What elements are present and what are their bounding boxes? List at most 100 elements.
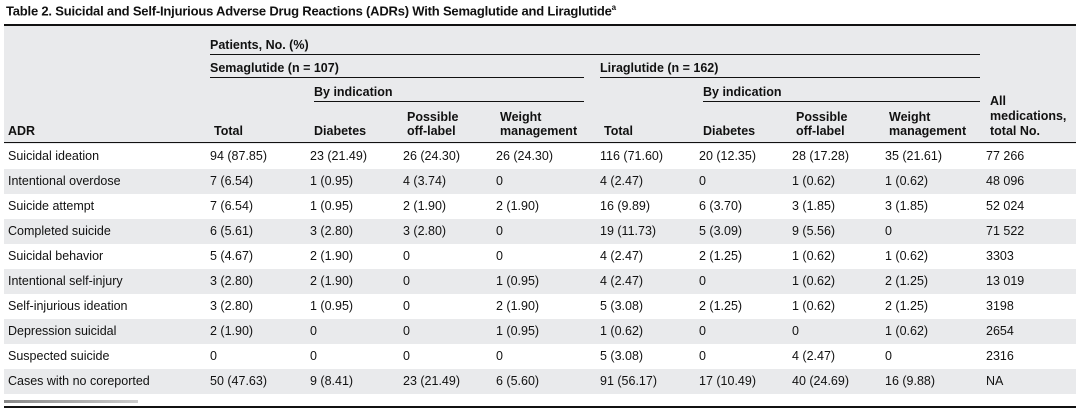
sema-diabetes-cell: 1 (0.95) [310, 199, 354, 213]
sema-offlabel-cell: 0 [403, 349, 410, 363]
sema-total-header: Total [214, 124, 243, 138]
sema-diabetes-cell: 1 (0.95) [310, 174, 354, 188]
lira-offlabel-cell: 0 [792, 324, 799, 338]
sema-total-cell: 50 (47.63) [210, 374, 267, 388]
adr-cell: Cases with no coreported [8, 374, 150, 388]
sema-diabetes-cell: 3 (2.80) [310, 224, 354, 238]
sema-offlabel-cell: 3 (2.80) [403, 224, 447, 238]
lira-diabetes-cell: 20 (12.35) [699, 149, 756, 163]
all-medications-header-line1: All [990, 94, 1006, 108]
adr-cell: Suspected suicide [8, 349, 110, 363]
lira-diabetes-header: Diabetes [703, 124, 756, 138]
sema-weight-cell: 6 (5.60) [496, 374, 540, 388]
lira-total-header: Total [604, 124, 633, 138]
sema-diabetes-cell: 9 (8.41) [310, 374, 354, 388]
sema-total-cell: 7 (6.54) [210, 174, 254, 188]
all-medications-cell: NA [986, 374, 1004, 388]
sema-offlabel-cell: 0 [403, 249, 410, 263]
sema-total-cell: 94 (87.85) [210, 149, 267, 163]
lira-total-cell: 116 (71.60) [600, 149, 664, 163]
lira-diabetes-cell: 2 (1.25) [699, 299, 743, 313]
lira-offlabel-cell: 28 (17.28) [792, 149, 849, 163]
lira-offlabel-cell: 1 (0.62) [792, 174, 836, 188]
sema-total-cell: 7 (6.54) [210, 199, 254, 213]
by-indication-sema-header: By indication [314, 85, 393, 99]
lira-weight-header-line1: Weight [889, 110, 931, 124]
lira-weight-cell: 1 (0.62) [885, 249, 929, 263]
lira-diabetes-cell: 2 (1.25) [699, 249, 743, 263]
lira-weight-cell: 2 (1.25) [885, 274, 929, 288]
lira-offlabel-cell: 9 (5.56) [792, 224, 836, 238]
sema-offlabel-cell: 0 [403, 299, 410, 313]
sema-total-cell: 5 (4.67) [210, 249, 254, 263]
lira-offlabel-cell: 1 (0.62) [792, 274, 836, 288]
liraglutide-rule [600, 77, 980, 78]
by-indication-sema-rule [314, 101, 584, 102]
lira-total-cell: 19 (11.73) [600, 224, 657, 238]
all-medications-cell: 2654 [986, 324, 1014, 338]
by-indication-lira-header: By indication [703, 85, 782, 99]
lira-total-cell: 16 (9.89) [600, 199, 651, 213]
sema-diabetes-header: Diabetes [314, 124, 367, 138]
table-header: Patients, No. (%) Semaglutide (n = 107) … [4, 26, 1076, 144]
table-row: Cases with no coreported 50 (47.63) 9 (8.4… [4, 369, 1076, 394]
table-row: Suspected suicide 0 0 0 0 5 (3.08) 0 4 (2.47) 0 2… [4, 344, 1076, 369]
sema-offlabel-cell: 26 (24.30) [403, 149, 460, 163]
table-row: Intentional overdose 7 (6.54) 1 (0.95) 4 (3… [4, 169, 1076, 194]
lira-offlabel-cell: 40 (24.69) [792, 374, 849, 388]
sema-diabetes-cell: 0 [310, 324, 317, 338]
adr-cell: Self-injurious ideation [8, 299, 128, 313]
sema-weight-cell: 2 (1.90) [496, 199, 540, 213]
lira-offlabel-cell: 1 (0.62) [792, 249, 836, 263]
all-medications-cell: 3198 [986, 299, 1014, 313]
all-medications-header-line2: medications, [990, 109, 1067, 123]
sema-offlabel-header-line2: off-label [407, 124, 456, 138]
lira-total-cell: 5 (3.08) [600, 299, 644, 313]
sema-total-cell: 3 (2.80) [210, 274, 254, 288]
table-title-text: Table 2. Suicidal and Self-Injurious Adv… [6, 3, 612, 19]
sema-offlabel-header-line1: Possible [407, 110, 459, 124]
lira-offlabel-cell: 3 (1.85) [792, 199, 836, 213]
table-title: Table 2. Suicidal and Self-Injurious Adv… [6, 3, 616, 18]
all-medications-cell: 48 096 [986, 174, 1025, 188]
sema-weight-cell: 1 (0.95) [496, 274, 540, 288]
sema-total-cell: 0 [210, 349, 217, 363]
sema-offlabel-cell: 0 [403, 324, 410, 338]
lira-offlabel-header-line2: off-label [796, 124, 845, 138]
adr-cell: Suicidal behavior [8, 249, 104, 263]
adr-cell: Suicide attempt [8, 199, 95, 213]
sema-diabetes-cell: 0 [310, 349, 317, 363]
title-footnote-marker: a [611, 3, 616, 12]
sema-offlabel-cell: 23 (21.49) [403, 374, 460, 388]
lira-diabetes-cell: 17 (10.49) [699, 374, 756, 388]
liraglutide-header: Liraglutide (n = 162) [600, 61, 719, 75]
patients-header: Patients, No. (%) [210, 38, 309, 52]
all-medications-cell: 2316 [986, 349, 1014, 363]
lira-total-cell: 4 (2.47) [600, 249, 644, 263]
lira-offlabel-cell: 1 (0.62) [792, 299, 836, 313]
lira-total-cell: 1 (0.62) [600, 324, 644, 338]
lira-weight-cell: 0 [885, 349, 892, 363]
all-medications-cell: 3303 [986, 249, 1014, 263]
sema-diabetes-cell: 1 (0.95) [310, 299, 354, 313]
semaglutide-header: Semaglutide (n = 107) [210, 61, 339, 75]
sema-weight-cell: 1 (0.95) [496, 324, 540, 338]
sema-total-cell: 3 (2.80) [210, 299, 254, 313]
data-table: Patients, No. (%) Semaglutide (n = 107) … [4, 24, 1076, 408]
lira-weight-cell: 16 (9.88) [885, 374, 936, 388]
table-row: Depression suicidal 2 (1.90) 0 0 1 (0.95) 1 (… [4, 319, 1076, 344]
table-row: Completed suicide 6 (5.61) 3 (2.80) 3 (2.80… [4, 219, 1076, 244]
lira-total-cell: 4 (2.47) [600, 274, 644, 288]
sema-total-cell: 6 (5.61) [210, 224, 254, 238]
lira-diabetes-cell: 0 [699, 349, 706, 363]
lira-diabetes-cell: 0 [699, 174, 706, 188]
lira-weight-cell: 2 (1.25) [885, 299, 929, 313]
lira-total-cell: 91 (56.17) [600, 374, 657, 388]
patients-rule [210, 54, 980, 55]
lira-diabetes-cell: 6 (3.70) [699, 199, 743, 213]
sema-weight-header-line1: Weight [500, 110, 542, 124]
lira-offlabel-cell: 4 (2.47) [792, 349, 836, 363]
sema-diabetes-cell: 23 (21.49) [310, 149, 367, 163]
lira-weight-cell: 0 [885, 224, 892, 238]
horizontal-scroll-indicator[interactable] [4, 400, 138, 403]
